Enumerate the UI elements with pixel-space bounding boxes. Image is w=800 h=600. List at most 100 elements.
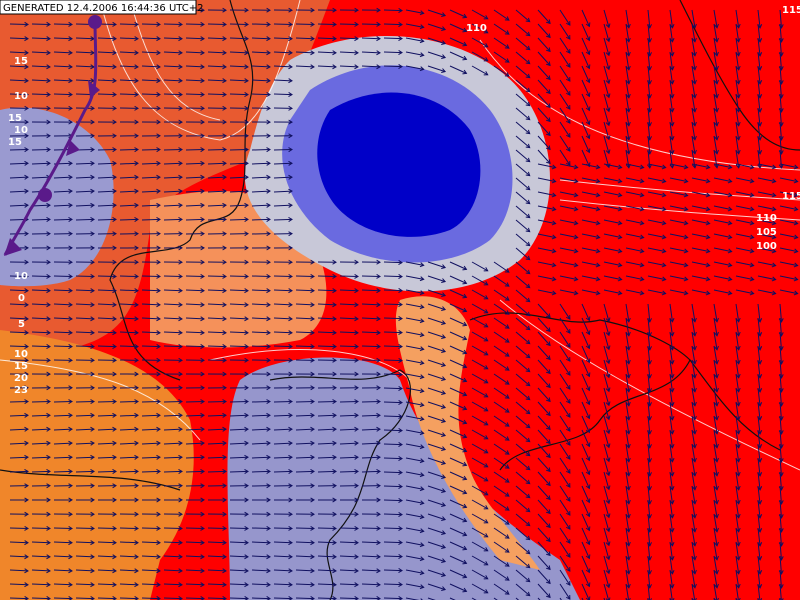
arrow-head — [156, 273, 161, 279]
wind-arrow — [515, 37, 531, 51]
arrow-head — [244, 357, 249, 363]
wind-arrow — [53, 65, 73, 68]
wind-arrow — [757, 79, 761, 98]
arrow-head — [354, 412, 359, 418]
arrow-head — [156, 426, 161, 432]
wind-arrow — [779, 401, 782, 420]
wind-arrow — [471, 583, 488, 594]
arrow-head — [332, 330, 337, 336]
arrow-head — [376, 483, 381, 489]
arrow-head — [244, 412, 249, 418]
wind-arrow — [537, 289, 556, 295]
wind-arrow — [251, 597, 271, 600]
wind-arrow — [405, 289, 424, 294]
wind-arrow — [581, 443, 590, 461]
wind-arrow — [97, 456, 117, 459]
arrow-head — [332, 525, 337, 531]
wind-arrow — [713, 401, 718, 420]
wind-arrow — [119, 79, 139, 82]
wind-arrow — [185, 414, 205, 417]
wind-arrow — [713, 303, 718, 322]
wind-arrow — [141, 317, 161, 320]
arrow-head — [24, 133, 29, 139]
wind-arrow — [647, 177, 666, 183]
wind-arrow — [163, 345, 183, 348]
arrow-head — [398, 414, 403, 419]
arrow-head — [551, 192, 557, 198]
arrow-head — [735, 37, 741, 43]
arrow-head — [68, 426, 73, 432]
arrow-head — [332, 568, 337, 574]
arrow-head — [683, 220, 689, 226]
wind-arrow — [625, 541, 630, 560]
arrow-head — [551, 178, 557, 184]
wind-arrow — [75, 400, 95, 403]
wind-arrow — [9, 442, 29, 445]
wind-arrow — [537, 527, 551, 542]
arrow-head — [310, 483, 315, 489]
wind-arrow — [515, 289, 531, 303]
wind-arrow — [339, 456, 359, 459]
wind-arrow — [251, 162, 271, 165]
arrow-head — [134, 385, 139, 391]
wind-arrow — [31, 345, 51, 348]
wind-arrow — [185, 204, 205, 207]
arrow-head — [735, 415, 741, 421]
arrow-head — [504, 492, 510, 497]
wind-arrow — [53, 400, 73, 403]
wind-arrow — [405, 485, 424, 490]
arrow-head — [669, 541, 675, 547]
wind-arrow — [515, 485, 531, 499]
wind-arrow — [779, 23, 782, 42]
arrow-head — [483, 575, 489, 580]
arrow-head — [134, 78, 139, 84]
arrow-head — [683, 248, 689, 254]
wind-arrow — [603, 233, 622, 239]
arrow-head — [504, 576, 510, 581]
arrow-head — [793, 234, 799, 240]
wind-arrow — [537, 541, 551, 556]
arrow-head — [398, 442, 403, 447]
arrow-head — [705, 234, 711, 240]
arrow-head — [200, 511, 205, 517]
arrow-head — [525, 129, 531, 135]
wind-arrow — [31, 218, 51, 221]
arrow-head — [90, 371, 95, 377]
wind-arrow — [625, 401, 630, 420]
arrow-head — [222, 92, 227, 98]
wind-arrow — [691, 65, 696, 84]
contour-label: 10 — [14, 349, 28, 360]
arrow-head — [266, 259, 271, 265]
arrow-head — [112, 259, 117, 265]
wind-arrow — [53, 428, 73, 431]
wind-arrow — [691, 303, 696, 322]
arrow-head — [625, 163, 631, 169]
contour-label: 15 — [14, 361, 28, 372]
arrow-head — [112, 525, 117, 531]
wind-arrow — [757, 457, 761, 476]
wind-arrow — [713, 37, 718, 56]
wind-arrow — [31, 303, 51, 306]
wind-arrow — [779, 65, 782, 84]
wind-arrow — [405, 275, 424, 280]
wind-arrow — [493, 359, 510, 371]
wind-arrow — [581, 527, 590, 545]
wind-arrow — [163, 428, 183, 431]
arrow-head — [546, 369, 551, 375]
arrow-head — [398, 260, 403, 265]
arrow-head — [419, 66, 425, 72]
wind-arrow — [185, 470, 205, 473]
wind-arrow — [559, 219, 578, 225]
arrow-head — [525, 241, 531, 247]
arrow-head — [546, 467, 551, 473]
arrow-head — [691, 121, 697, 127]
arrow-head — [735, 149, 741, 155]
arrow-head — [134, 399, 139, 405]
wind-arrow — [691, 79, 696, 98]
arrow-head — [68, 468, 73, 474]
wind-arrow — [647, 219, 666, 225]
arrow-head — [354, 50, 359, 56]
wind-arrow — [581, 79, 590, 97]
arrow-head — [222, 160, 227, 166]
wind-arrow — [9, 275, 29, 278]
